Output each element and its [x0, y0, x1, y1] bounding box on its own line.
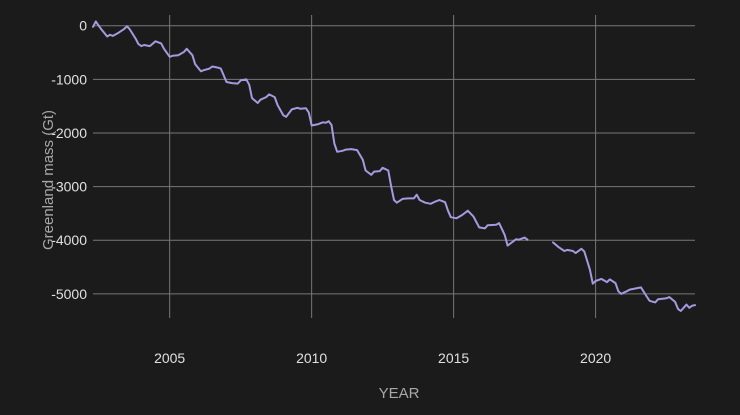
series-line: [552, 241, 696, 312]
y-tick-label: -4000: [51, 232, 87, 248]
x-tick-label: 2015: [438, 350, 469, 366]
y-tick-label: 0: [79, 18, 87, 34]
x-tick-label: 2010: [296, 350, 327, 366]
y-tick-label: -1000: [51, 71, 87, 87]
x-tick-label: 2005: [154, 350, 185, 366]
series-lines: [92, 20, 696, 312]
y-axis-title: Greenland mass (Gt): [40, 110, 57, 250]
gridlines: [93, 15, 695, 318]
x-tick-label: 2020: [580, 350, 611, 366]
y-tick-label: -3000: [51, 179, 87, 195]
x-axis-title: YEAR: [379, 385, 420, 402]
tick-labels: 0 -1000 -2000 -3000 -4000 -5000 2005 2010 2015 20…: [51, 18, 611, 366]
series-line: [92, 20, 529, 247]
y-tick-label: -5000: [51, 286, 87, 302]
y-tick-label: -2000: [51, 125, 87, 141]
